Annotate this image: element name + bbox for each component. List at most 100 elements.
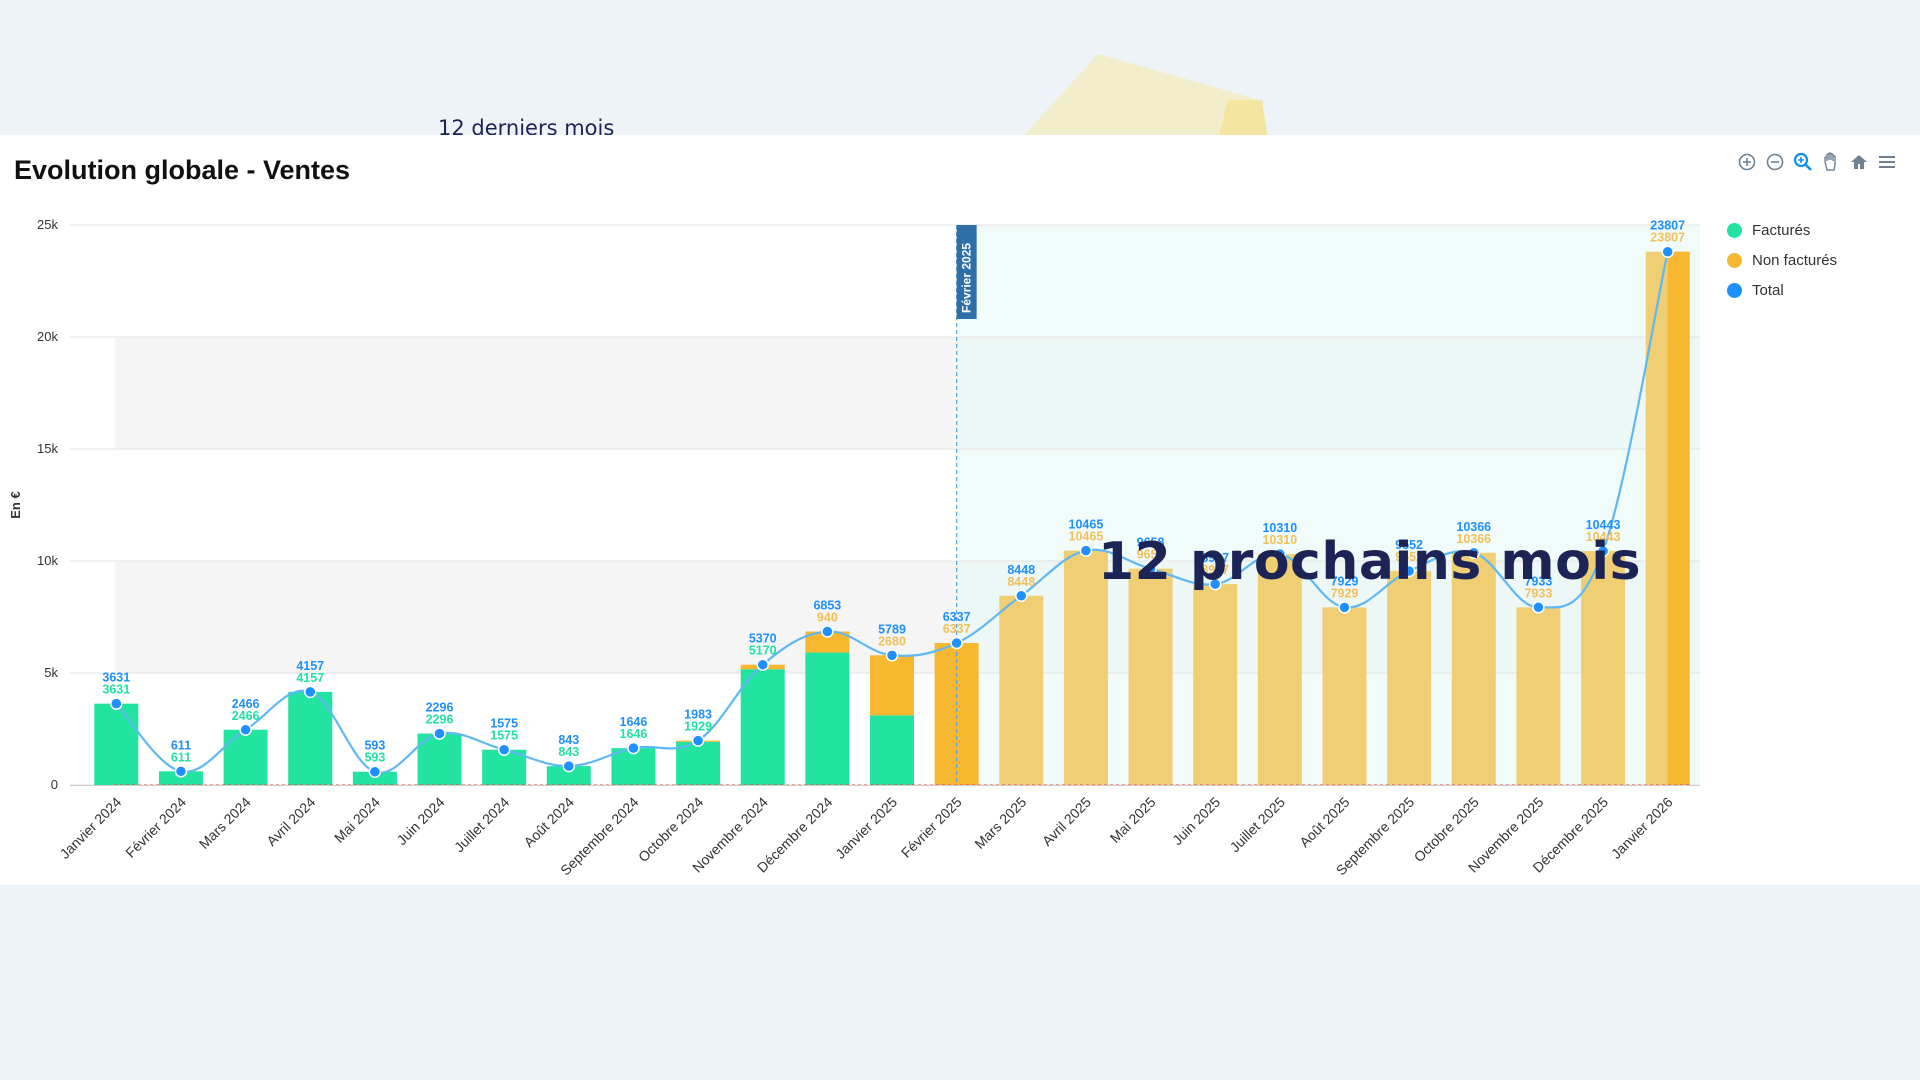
total-data-label: 7933	[1524, 574, 1552, 588]
bar-non-factures	[870, 655, 914, 716]
total-data-label: 10443	[1586, 518, 1621, 532]
x-tick-label: Août 2025	[1296, 794, 1353, 851]
total-point	[497, 743, 511, 756]
factures-data-label: 1646	[620, 727, 648, 741]
x-tick-label: Avril 2024	[263, 794, 318, 849]
x-tick-label: Octobre 2025	[1411, 794, 1482, 865]
total-data-label: 9552	[1395, 538, 1423, 552]
non-factures-data-label: 9658	[1137, 548, 1165, 562]
chart-legend: Facturés Non facturés Total	[1727, 215, 1837, 305]
non-factures-data-label: 7933	[1524, 586, 1552, 600]
y-tick-label: 15k	[37, 441, 58, 456]
x-tick-label: Février 2025	[898, 794, 965, 861]
x-tick-label: Juin 2025	[1169, 794, 1223, 848]
bar-non-factures	[1581, 551, 1626, 785]
total-point	[1661, 245, 1674, 258]
chart-title: Evolution globale - Ventes	[14, 155, 351, 185]
total-data-label: 2296	[426, 701, 454, 715]
factures-data-label: 593	[364, 751, 385, 765]
overlay-label-next-12-months: 12 prochains mois	[1098, 532, 1642, 592]
zoom-in-icon[interactable]	[1736, 151, 1758, 173]
bar-non-factures	[1516, 607, 1561, 785]
total-data-label: 8448	[1007, 563, 1035, 577]
home-icon[interactable]	[1848, 151, 1870, 173]
total-data-label: 10366	[1456, 520, 1491, 534]
total-point	[1596, 544, 1610, 558]
factures-data-label: 5913	[813, 654, 841, 668]
non-factures-data-label: 10310	[1262, 533, 1297, 547]
total-point	[1402, 564, 1416, 578]
bar-factures	[223, 729, 268, 785]
total-data-label: 6337	[943, 610, 971, 624]
bar-factures	[158, 771, 203, 785]
factures-data-label: 3109	[878, 716, 906, 730]
non-factures-data-label: 8967	[1201, 563, 1229, 577]
bar-factures	[805, 652, 850, 785]
factures-data-label: 843	[558, 745, 579, 759]
bar-factures	[676, 741, 721, 785]
bar-factures	[288, 691, 333, 785]
bar-factures	[546, 766, 591, 785]
zoom-out-icon[interactable]	[1764, 151, 1786, 173]
bar-factures	[417, 733, 462, 785]
factures-data-label: 2296	[426, 713, 454, 727]
total-point	[433, 727, 446, 740]
legend-label-total: Total	[1752, 281, 1784, 299]
total-point	[1532, 601, 1545, 614]
x-tick-label: Avril 2025	[1039, 794, 1094, 849]
legend-item-total[interactable]: Total	[1727, 275, 1837, 305]
y-tick-label: 10k	[37, 553, 58, 568]
x-tick-label: Février 2024	[122, 794, 189, 861]
y-axis-title: En €	[8, 491, 23, 518]
selection-zoom-icon[interactable]	[1792, 151, 1814, 173]
bar-factures	[94, 703, 139, 785]
total-data-label: 7929	[1331, 574, 1359, 588]
total-point	[756, 658, 769, 671]
y-tick-label: 20k	[37, 329, 58, 344]
x-tick-label: Janvier 2024	[56, 794, 124, 862]
x-tick-label: Août 2024	[520, 794, 577, 851]
total-point	[1144, 562, 1157, 575]
non-factures-data-label: 7929	[1331, 586, 1359, 600]
non-factures-data-label: 2680	[878, 634, 906, 648]
non-factures-data-label: 10443	[1586, 530, 1621, 544]
total-data-label: 1646	[620, 715, 648, 729]
non-factures-data-label: 10465	[1069, 530, 1104, 544]
legend-label-non-factures: Non facturés	[1752, 251, 1838, 269]
total-data-label: 593	[364, 739, 385, 753]
total-point	[1079, 544, 1093, 557]
bar-factures	[740, 669, 785, 785]
chart-card: 0 5k 10k 15k 20k 25k En € Février 2025 3631 3631 6…	[0, 135, 1920, 885]
non-factures-data-label: 10366	[1456, 532, 1491, 546]
forecast-marker-label: Février 2025	[960, 243, 974, 313]
factures-data-label: 611	[171, 750, 191, 764]
total-data-label: 10465	[1069, 518, 1104, 532]
legend-marker-total	[1727, 282, 1742, 298]
bar-non-factures	[1322, 607, 1367, 785]
y-tick-label: 0	[51, 777, 58, 792]
legend-label-factures: Facturés	[1752, 221, 1811, 239]
total-data-label: 10310	[1262, 521, 1297, 535]
x-tick-label: Juin 2024	[393, 794, 447, 848]
total-data-label: 5370	[749, 632, 777, 646]
y-tick-label: 25k	[37, 217, 58, 232]
total-point	[1467, 546, 1481, 560]
x-tick-label: Octobre 2024	[635, 794, 706, 865]
pan-icon[interactable]	[1820, 151, 1842, 173]
bar-highlight	[1667, 251, 1690, 785]
bar-non-factures	[1257, 554, 1302, 785]
factures-data-label: 4157	[296, 671, 324, 685]
legend-marker-factures	[1727, 222, 1742, 238]
legend-item-non-factures[interactable]: Non facturés	[1727, 245, 1837, 275]
bar-non-factures	[1387, 571, 1432, 785]
forecast-marker-badge	[956, 225, 977, 319]
total-point	[821, 625, 834, 638]
x-tick-label: Mars 2025	[971, 794, 1029, 852]
total-point	[1208, 577, 1222, 591]
total-point	[627, 741, 640, 755]
non-factures-data-label: 23807	[1650, 231, 1685, 245]
total-point	[110, 697, 123, 710]
menu-icon[interactable]	[1876, 151, 1898, 173]
legend-item-factures[interactable]: Facturés	[1727, 215, 1837, 245]
